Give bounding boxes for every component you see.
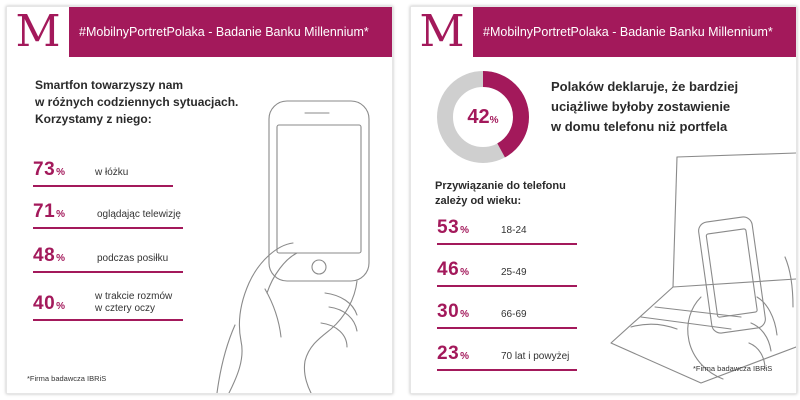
stat-value: 48% <box>33 245 66 266</box>
stat-label: w łóżku <box>95 167 129 178</box>
left-footnote: *Firma badawcza IBRiS <box>27 374 107 383</box>
age-stat-value: 23% <box>437 343 470 364</box>
age-stat-row: 30% 66-69 <box>437 299 587 329</box>
claim-line-3: w domu telefonu niż portfela <box>551 119 728 134</box>
age-stat-row: 53% 18-24 <box>437 215 587 245</box>
left-header-bar: M #MobilnyPortretPolaka - Badanie Banku … <box>7 7 392 57</box>
intro-line-1: Smartfon towarzyszy nam <box>35 78 184 92</box>
stat-label: podczas posiłku <box>97 253 169 264</box>
age-stat-underline <box>437 369 577 371</box>
age-heading: Przywiązanie do telefonu zależy od wieku… <box>435 179 635 209</box>
logo-letter: M <box>419 6 465 57</box>
stat-row: 40% w trakcie rozmów w cztery oczy <box>33 283 183 321</box>
stat-underline <box>33 319 183 321</box>
age-stat-row: 46% 25-49 <box>437 257 587 287</box>
right-claim-text: Polaków deklaruje, że bardziej uciążliwe… <box>551 77 791 137</box>
donut-chart: 42% <box>433 67 533 167</box>
stat-row: 48% podczas posiłku <box>33 243 183 273</box>
stat-value: 40% <box>33 293 66 314</box>
age-stat-label: 66-69 <box>501 309 527 320</box>
age-stat-value: 53% <box>437 217 470 238</box>
logo-letter: M <box>15 6 61 57</box>
right-header-title: #MobilnyPortretPolaka - Badanie Banku Mi… <box>483 25 773 39</box>
age-stat-value: 30% <box>437 301 470 322</box>
hand-holding-phone-illustration <box>216 100 370 393</box>
age-heading-line-2: zależy od wieku: <box>435 195 522 207</box>
laptop-and-phone-illustration <box>610 152 796 384</box>
stat-underline <box>33 227 183 229</box>
stat-value: 71% <box>33 201 66 222</box>
claim-line-2: uciążliwe byłoby zostawienie <box>551 99 731 114</box>
stat-label: w trakcie rozmów w cztery oczy <box>95 291 173 314</box>
stat-underline <box>33 185 173 187</box>
age-stat-label: 25-49 <box>501 267 527 278</box>
age-stat-underline <box>437 285 577 287</box>
donut-fill <box>437 71 529 163</box>
age-heading-line-1: Przywiązanie do telefonu <box>435 180 566 192</box>
intro-line-3: Korzystamy z niego: <box>35 112 152 126</box>
stat-row: 71% oglądając telewizję <box>33 199 183 229</box>
age-stat-underline <box>437 327 577 329</box>
age-stat-underline <box>437 243 577 245</box>
age-stat-label: 70 lat i powyżej <box>501 351 570 362</box>
age-stat-row: 23% 70 lat i powyżej <box>437 341 587 371</box>
donut-value: 42% <box>467 105 499 128</box>
claim-line-1: Polaków deklaruje, że bardziej <box>551 79 739 94</box>
left-intro-text: Smartfon towarzyszy nam w różnych codzie… <box>35 77 275 128</box>
left-infographic-panel: M #MobilnyPortretPolaka - Badanie Banku … <box>6 6 393 394</box>
millennium-logo: M <box>7 7 69 57</box>
right-infographic-panel: M #MobilnyPortretPolaka - Badanie Banku … <box>410 6 797 394</box>
age-stat-label: 18-24 <box>501 225 527 236</box>
stat-underline <box>33 271 183 273</box>
stat-label: oglądając telewizję <box>97 209 181 220</box>
stat-value: 73% <box>33 159 66 180</box>
right-header-bar: M #MobilnyPortretPolaka - Badanie Banku … <box>411 7 796 57</box>
age-stat-value: 46% <box>437 259 470 280</box>
stat-row: 73% w łóżku <box>33 157 183 187</box>
left-header-title: #MobilnyPortretPolaka - Badanie Banku Mi… <box>79 25 369 39</box>
right-footnote: *Firma badawcza IBRiS <box>693 364 773 373</box>
intro-line-2: w różnych codziennych sytuacjach. <box>35 95 239 109</box>
millennium-logo: M <box>411 7 473 57</box>
